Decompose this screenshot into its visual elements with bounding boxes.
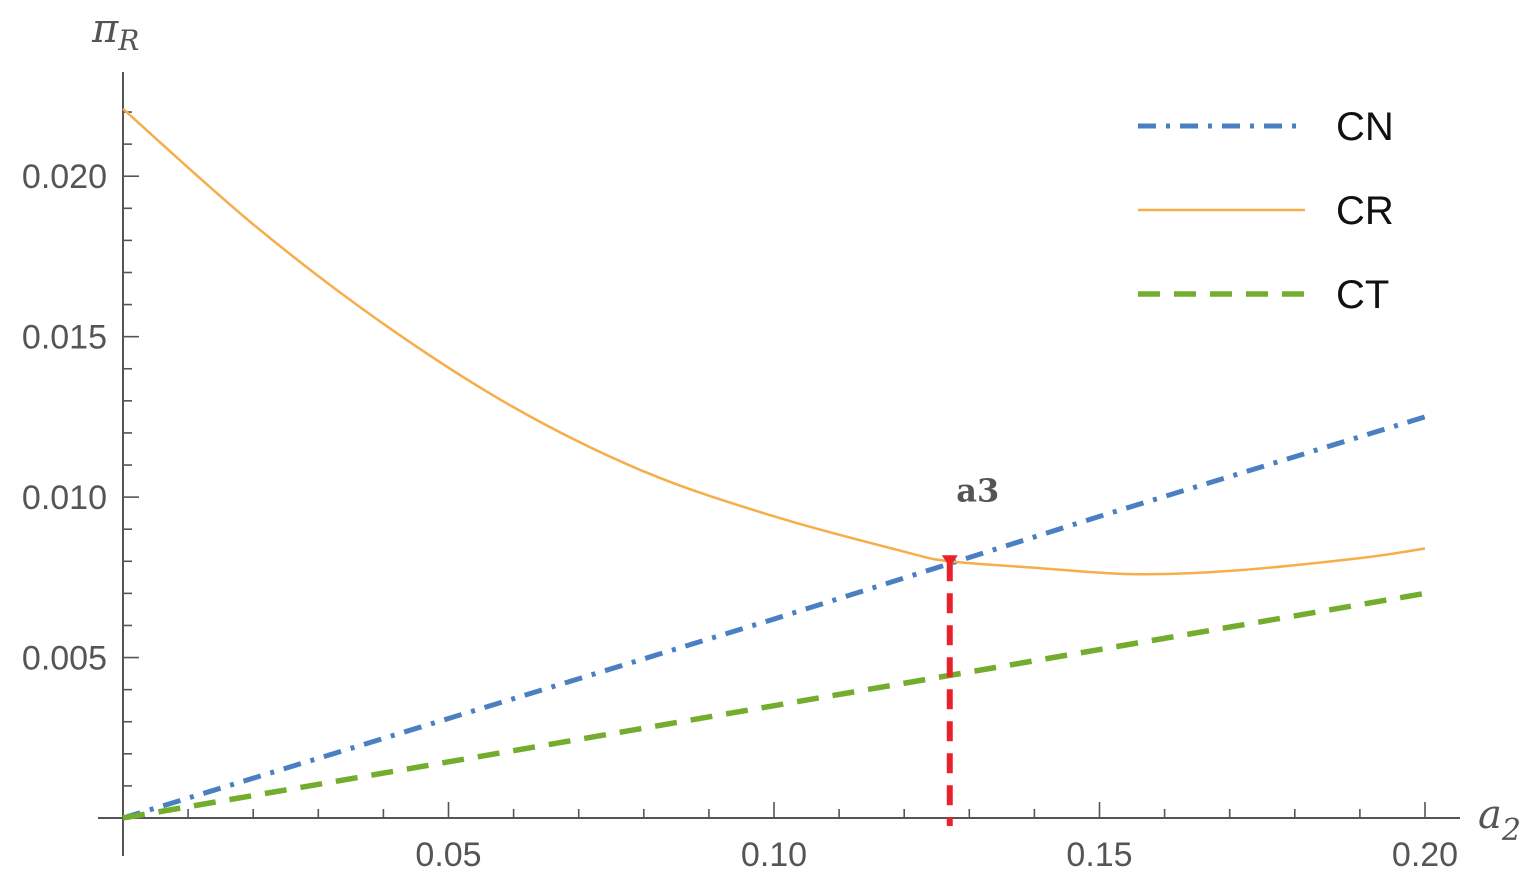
x-tick-label: 0.20 (1392, 836, 1458, 874)
x-tick-label: 0.15 (1066, 836, 1132, 874)
y-tick-label: 0.005 (22, 640, 107, 678)
y-tick-label: 0.015 (22, 319, 107, 357)
legend-label-ct: CT (1336, 273, 1389, 317)
x-axis-label-main: a (1478, 792, 1502, 838)
x-axis-label: a2 (1478, 792, 1521, 848)
y-axis-label-main: π (91, 6, 119, 52)
y-axis-label-sub: R (117, 24, 139, 57)
series-line-cr (122, 107, 1426, 576)
series-line-cn (122, 414, 1426, 821)
legend-label-cr: CR (1336, 189, 1394, 233)
y-tick-label: 0.020 (22, 158, 107, 196)
axes: 0.05 0.10 0.15 0.20 0.005 0.010 0.015 0.020 (22, 72, 1460, 874)
annotation-arrowhead (941, 555, 958, 568)
legend-label-cn: CN (1336, 105, 1394, 149)
x-tick-label: 0.10 (741, 836, 807, 874)
annotations: a3 (941, 471, 999, 826)
y-axis-label: πR (91, 6, 139, 57)
x-tick-label: 0.05 (415, 836, 481, 874)
annotation-label: a3 (956, 471, 999, 509)
x-axis-label-sub: 2 (1501, 813, 1521, 848)
y-tick-label: 0.010 (22, 479, 107, 517)
legend: CN CR CT (1138, 105, 1394, 317)
series-line-ct (122, 590, 1426, 821)
plot-series (122, 107, 1426, 821)
